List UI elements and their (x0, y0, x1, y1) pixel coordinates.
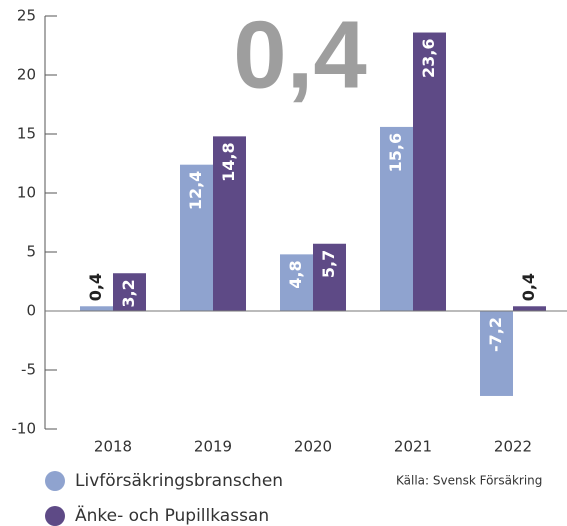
bar (113, 273, 146, 311)
value-label: 5,7 (319, 250, 338, 278)
bar (180, 164, 213, 311)
bar (480, 311, 513, 396)
y-tick-label: 25 (17, 7, 36, 25)
legend-label: Livförsäkringsbranschen (75, 471, 283, 491)
y-tick-label: 5 (26, 243, 36, 261)
legend-marker (45, 506, 65, 526)
bar (213, 136, 246, 311)
value-label: 23,6 (419, 39, 438, 78)
value-label: 0,4 (519, 273, 538, 301)
y-tick-label: 15 (17, 125, 36, 143)
y-tick-label: 20 (17, 66, 36, 84)
bar (413, 32, 446, 312)
x-tick-label: 2019 (194, 438, 232, 456)
value-label: 4,8 (286, 260, 305, 288)
value-label: 3,2 (119, 279, 138, 307)
x-tick-label: 2022 (494, 438, 532, 456)
bar (280, 254, 313, 311)
legend-marker (45, 471, 65, 491)
bar (380, 126, 413, 311)
y-tick-label: 0 (26, 302, 36, 320)
x-tick-label: 2021 (394, 438, 432, 456)
value-label: 14,8 (219, 142, 238, 181)
legend-label: Änke- och Pupillkassan (75, 505, 269, 526)
bar (80, 306, 113, 311)
x-tick-label: 2020 (294, 438, 332, 456)
y-tick-label: 10 (17, 184, 36, 202)
y-tick-label: -10 (12, 420, 37, 438)
x-tick-label: 2018 (94, 438, 132, 456)
bar (513, 306, 546, 311)
annotation: 0,4 (233, 1, 366, 108)
value-label: 12,4 (186, 171, 205, 210)
value-label: 0,4 (86, 273, 105, 301)
value-label: -7,2 (486, 317, 505, 352)
source: Källa: Svensk Försäkring (396, 474, 542, 488)
y-tick-label: -5 (21, 361, 36, 379)
bar (313, 243, 346, 311)
value-label: 15,6 (386, 133, 405, 172)
